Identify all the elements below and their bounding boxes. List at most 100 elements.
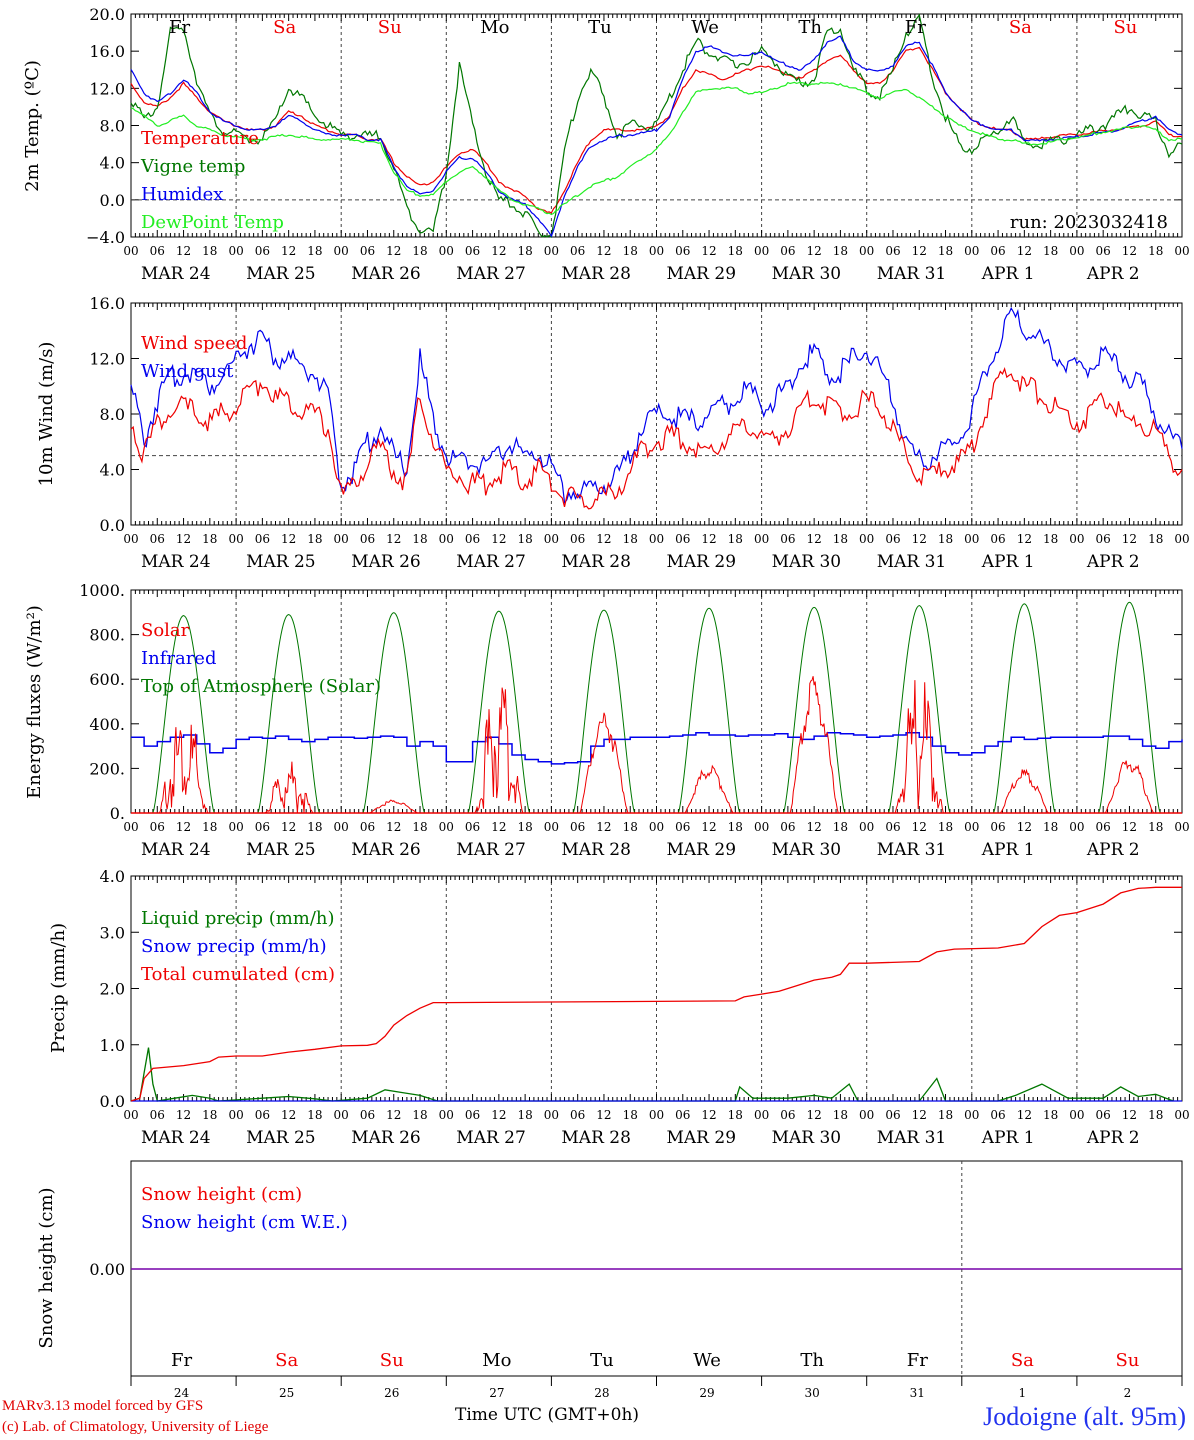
hour-tick-label: 18 [202, 1108, 217, 1122]
hour-tick-label: 06 [885, 532, 900, 546]
weekday-label: Th [800, 1350, 824, 1371]
hour-tick-label: 06 [990, 1108, 1005, 1122]
hour-tick-label: 12 [386, 532, 401, 546]
hour-tick-label: 12 [491, 820, 506, 834]
hour-tick-label: 06 [150, 1108, 165, 1122]
date-label: MAR 24 [141, 264, 211, 284]
hour-tick-label: 00 [1174, 244, 1189, 258]
hour-tick-label: 18 [728, 532, 743, 546]
legend-entry: Snow height (cm W.E.) [141, 1212, 348, 1233]
wind-y-tick-label: 12.0 [89, 350, 125, 369]
legend-entry: Infrared [141, 648, 216, 669]
weekday-label: Sa [1009, 17, 1032, 38]
toa-solar-curve [152, 615, 215, 814]
date-label: MAR 24 [141, 1128, 211, 1148]
hour-tick-label: 18 [1043, 1108, 1058, 1122]
date-label: MAR 26 [351, 264, 421, 284]
hour-tick-label: 18 [517, 244, 532, 258]
hour-tick-label: 06 [150, 820, 165, 834]
hour-tick-label: 18 [307, 532, 322, 546]
hour-tick-label: 18 [412, 820, 427, 834]
hour-tick-label: 00 [544, 1108, 559, 1122]
legend-entry: Snow precip (mm/h) [141, 936, 327, 957]
series-line-temperature [130, 46, 1183, 214]
hour-tick-label: 00 [649, 820, 664, 834]
hour-tick-label: 12 [701, 532, 716, 546]
hour-tick-label: 18 [202, 244, 217, 258]
legend-entry: Top of Atmosphere (Solar) [141, 676, 381, 697]
temperature-y-tick-label: 8.0 [100, 117, 125, 136]
hour-tick-label: 00 [123, 820, 138, 834]
legend-entry: Total cumulated (cm) [141, 964, 335, 985]
hour-tick-label: 00 [439, 244, 454, 258]
hour-tick-label: 00 [859, 820, 874, 834]
hour-tick-label: 00 [123, 1108, 138, 1122]
weekday-label: Fr [905, 17, 926, 38]
precip-line-red [130, 886, 1182, 1102]
hour-tick-label: 00 [964, 1108, 979, 1122]
toa-solar-curve [993, 603, 1056, 814]
toa-solar-curve [257, 613, 320, 814]
hour-tick-label: 18 [938, 532, 953, 546]
hour-tick-label: 18 [307, 244, 322, 258]
time-axis-label: Time UTC (GMT+0h) [455, 1405, 640, 1425]
solar-line [369, 799, 418, 814]
hour-tick-label: 06 [885, 820, 900, 834]
legend-entry: Snow height (cm) [141, 1184, 302, 1205]
hour-tick-label: 12 [807, 1108, 822, 1122]
hour-tick-label: 00 [439, 532, 454, 546]
hour-tick-label: 06 [780, 1108, 795, 1122]
wind-axis-label: 10m Wind (m/s) [36, 342, 57, 487]
toa-solar-curve [888, 605, 951, 814]
snow-axis-label: Snow height (cm) [36, 1187, 57, 1348]
date-label: MAR 28 [561, 264, 631, 284]
date-label: APR 2 [1086, 552, 1140, 572]
hour-tick-label: 18 [517, 532, 532, 546]
hour-tick-label: 06 [570, 244, 585, 258]
precip-y-tick-label: 3.0 [100, 923, 125, 942]
wind-y-tick-label: 4.0 [100, 461, 125, 480]
hour-tick-label: 18 [623, 1108, 638, 1122]
hour-tick-label: 06 [150, 532, 165, 546]
hour-tick-label: 18 [307, 1108, 322, 1122]
date-label: MAR 31 [877, 840, 947, 860]
legend-entry: DewPoint Temp [141, 212, 284, 233]
date-label: APR 2 [1086, 840, 1140, 860]
hour-tick-label: 00 [228, 532, 243, 546]
date-label: APR 1 [981, 1128, 1035, 1148]
hour-tick-label: 06 [150, 244, 165, 258]
hour-tick-label: 06 [255, 532, 270, 546]
date-label: MAR 30 [772, 552, 842, 572]
date-label: MAR 24 [141, 552, 211, 572]
hour-tick-label: 12 [596, 532, 611, 546]
hour-tick-label: 00 [649, 1108, 664, 1122]
hour-tick-label: 00 [754, 1108, 769, 1122]
hour-tick-label: 12 [807, 820, 822, 834]
hour-tick-label: 12 [386, 820, 401, 834]
date-label: MAR 27 [456, 840, 526, 860]
toa-solar-curve [1098, 601, 1161, 814]
hour-tick-label: 18 [307, 820, 322, 834]
date-label: MAR 27 [456, 1128, 526, 1148]
hour-tick-label: 00 [1069, 820, 1084, 834]
temperature-y-tick-label: 4.0 [100, 154, 125, 173]
hour-tick-label: 18 [1148, 244, 1163, 258]
hour-tick-label: 00 [334, 1108, 349, 1122]
hour-tick-label: 12 [701, 244, 716, 258]
hour-tick-label: 12 [386, 1108, 401, 1122]
hour-tick-label: 12 [596, 820, 611, 834]
energy-y-tick-label: 400. [89, 715, 125, 734]
hour-tick-label: 00 [754, 244, 769, 258]
weekday-label: Mo [482, 1350, 511, 1371]
precip-y-tick-label: 1.0 [100, 1036, 125, 1055]
series-line-dewpoint-temp [130, 81, 1183, 216]
energy-y-tick-label: 1000. [79, 581, 125, 600]
wind-y-tick-label: 16.0 [89, 294, 125, 313]
hour-tick-label: 00 [1174, 532, 1189, 546]
temperature-y-tick-label: 16.0 [89, 42, 125, 61]
hour-tick-label: 12 [701, 820, 716, 834]
hour-tick-label: 06 [360, 244, 375, 258]
model-credit: MARv3.13 model forced by GFS [2, 1398, 204, 1414]
hour-tick-label: 18 [1148, 820, 1163, 834]
hour-tick-label: 00 [964, 532, 979, 546]
